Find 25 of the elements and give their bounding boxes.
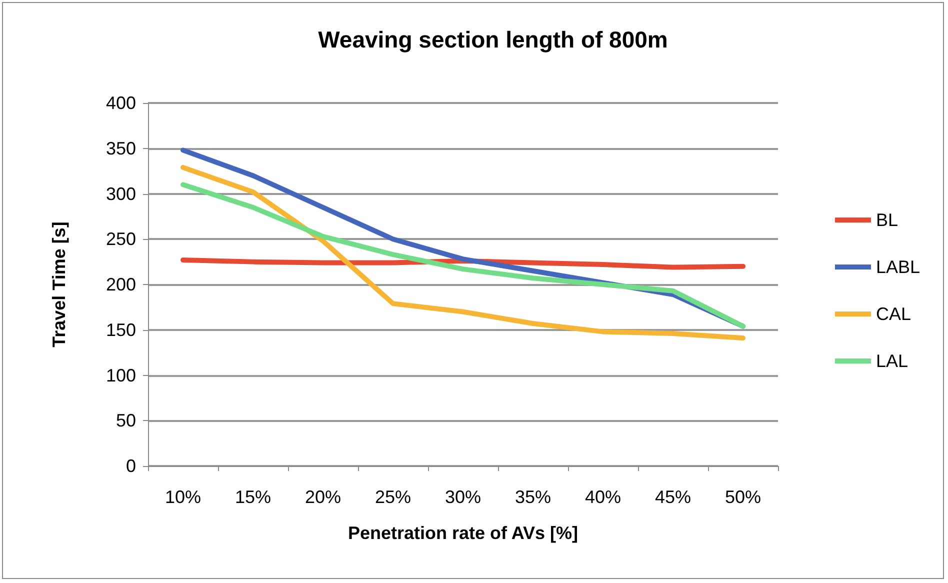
y-axis-title: Travel Time [s] [49, 222, 69, 348]
legend-label: CAL [876, 304, 911, 324]
legend-label: LABL [876, 257, 920, 277]
x-tick-label: 35% [514, 487, 552, 507]
y-tick-label: 0 [126, 456, 136, 476]
legend-label: BL [876, 210, 898, 230]
x-tick-label: 30% [444, 487, 482, 507]
y-tick-label: 400 [106, 93, 136, 113]
x-tick-label: 25% [374, 487, 412, 507]
legend-label: LAL [876, 351, 908, 371]
x-tick-label: 50% [724, 487, 762, 507]
y-tick-label: 50 [116, 410, 136, 431]
x-tick-label: 15% [234, 487, 272, 507]
x-tick-label: 45% [654, 487, 692, 507]
y-tick-label: 200 [106, 274, 136, 294]
y-tick-label: 150 [106, 320, 136, 340]
y-tick-label: 100 [106, 365, 136, 386]
chart-title: Weaving section length of 800m [318, 26, 668, 52]
x-tick-label: 10% [164, 487, 202, 507]
x-axis-title: Penetration rate of AVs [%] [348, 523, 578, 543]
x-tick-label: 40% [584, 487, 622, 507]
y-tick-label: 250 [106, 229, 136, 250]
y-tick-label: 350 [106, 138, 136, 158]
x-tick-label: 20% [304, 487, 342, 507]
y-tick-label: 300 [106, 184, 136, 204]
